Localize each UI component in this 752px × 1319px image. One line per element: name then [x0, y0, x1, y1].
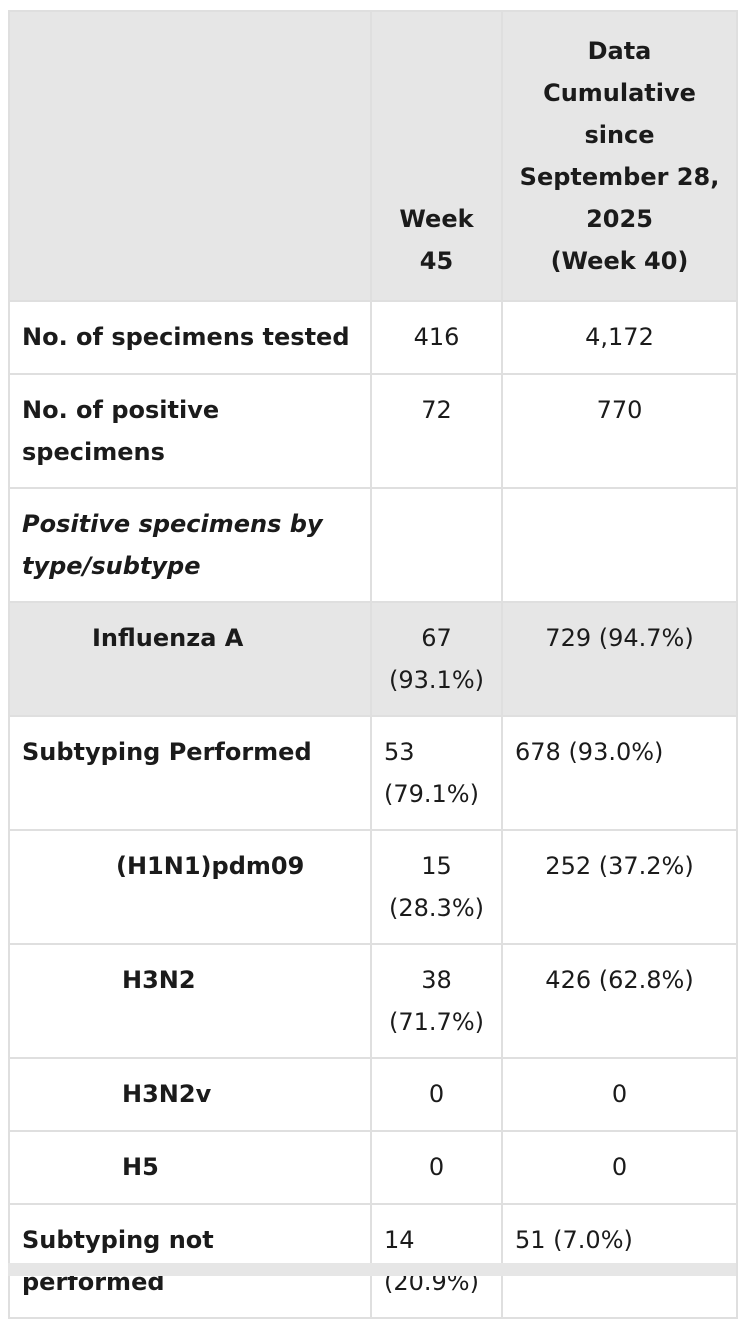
week-percent: (28.3%): [389, 894, 484, 922]
table-row: No. of specimens tested 416 4,172: [8, 300, 738, 375]
row-label: Subtyping not performed: [8, 1203, 372, 1319]
table-row: Influenza A 67 (93.1%) 729 (94.7%): [8, 601, 738, 717]
row-cumulative-value: 426 (62.8%): [501, 943, 738, 1059]
row-cumulative-value: 770: [501, 373, 738, 489]
row-cumulative-value: 0: [501, 1130, 738, 1205]
row-cumulative-value: 678 (93.0%): [501, 715, 738, 831]
row-cumulative-value: 0: [501, 1057, 738, 1132]
header-cumulative-line: Data: [587, 37, 652, 65]
table-row: (H1N1)pdm09 15 (28.3%) 252 (37.2%): [8, 829, 738, 945]
table-header-row: Week 45 Data Cumulative since September …: [8, 10, 738, 302]
row-week-value: 14 (20.9%): [370, 1203, 503, 1319]
row-label: H3N2: [8, 943, 372, 1059]
week-count: 15: [421, 852, 452, 880]
header-cumulative-line: 2025: [586, 205, 653, 233]
row-cumulative-value: 51 (7.0%): [501, 1203, 738, 1319]
header-cumulative: Data Cumulative since September 28, 2025…: [501, 10, 738, 302]
row-label: (H1N1)pdm09: [8, 829, 372, 945]
row-label-line2: type/subtype: [22, 552, 201, 580]
header-cumulative-line: September 28,: [519, 163, 720, 191]
row-label: No. of specimens tested: [8, 300, 372, 375]
week-percent: (93.1%): [389, 666, 484, 694]
row-label: No. of positive specimens: [8, 373, 372, 489]
table-bottom-bar: [8, 1263, 736, 1276]
row-label: H3N2v: [8, 1057, 372, 1132]
table-row: H3N2 38 (71.7%) 426 (62.8%): [8, 943, 738, 1059]
header-week: Week 45: [370, 10, 503, 302]
week-count: 14: [384, 1226, 415, 1254]
row-label: Positive specimens by type/subtype: [8, 487, 372, 603]
row-label: Influenza A: [8, 601, 372, 717]
header-empty: [8, 10, 372, 302]
row-label: Subtyping Performed: [8, 715, 372, 831]
header-cumulative-line: since: [584, 121, 655, 149]
row-cumulative-value: 729 (94.7%): [501, 601, 738, 717]
week-count: 53: [384, 738, 415, 766]
row-label-line1: Positive specimens by: [22, 510, 323, 538]
row-week-value: 0: [370, 1130, 503, 1205]
influenza-table-container: Week 45 Data Cumulative since September …: [8, 10, 738, 1319]
table-row: Subtyping Performed 53 (79.1%) 678 (93.0…: [8, 715, 738, 831]
header-week-line1: Week: [399, 205, 474, 233]
header-cumulative-line: Cumulative: [543, 79, 696, 107]
row-week-value: 53 (79.1%): [370, 715, 503, 831]
row-week-value: 67 (93.1%): [370, 601, 503, 717]
table-row: No. of positive specimens 72 770: [8, 373, 738, 489]
influenza-specimens-table: Week 45 Data Cumulative since September …: [8, 10, 738, 1319]
row-cumulative-value: 4,172: [501, 300, 738, 375]
row-week-value: 0: [370, 1057, 503, 1132]
header-week-line2: 45: [419, 247, 454, 275]
week-percent: (71.7%): [389, 1008, 484, 1036]
table-row: Positive specimens by type/subtype: [8, 487, 738, 603]
table-row: Subtyping not performed 14 (20.9%) 51 (7…: [8, 1203, 738, 1319]
week-count: 67: [421, 624, 452, 652]
row-cumulative-value: [501, 487, 738, 603]
row-week-value: 15 (28.3%): [370, 829, 503, 945]
header-cumulative-line: (Week 40): [550, 247, 689, 275]
row-week-value: 72: [370, 373, 503, 489]
row-week-value: 38 (71.7%): [370, 943, 503, 1059]
row-week-value: [370, 487, 503, 603]
table-row: H5 0 0: [8, 1130, 738, 1205]
table-row: H3N2v 0 0: [8, 1057, 738, 1132]
row-label: H5: [8, 1130, 372, 1205]
week-count: 38: [421, 966, 452, 994]
row-cumulative-value: 252 (37.2%): [501, 829, 738, 945]
row-week-value: 416: [370, 300, 503, 375]
week-percent: (79.1%): [384, 780, 479, 808]
